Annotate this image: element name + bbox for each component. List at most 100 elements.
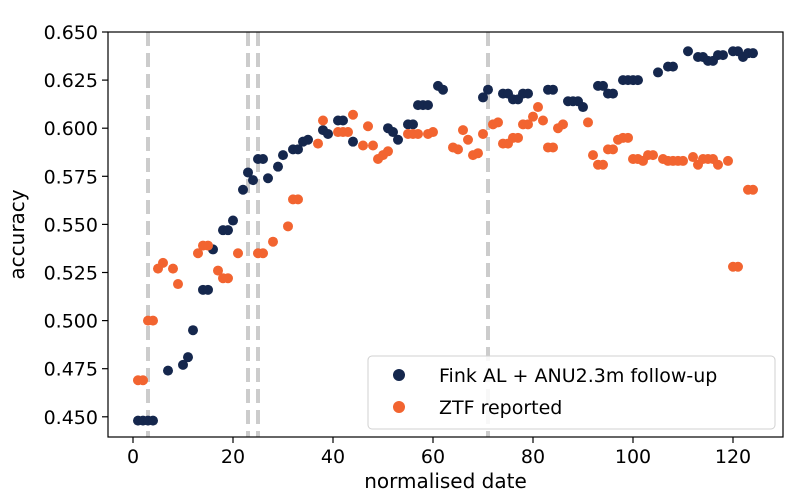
y-tick-label: 0.475 [44,359,98,381]
fink-point-12 [223,225,233,236]
ztf-point-35 [413,128,423,139]
ztf-point-28 [363,121,373,132]
legend-marker-fink [393,369,405,381]
ztf-point-7 [173,279,183,290]
data-points [133,46,758,426]
y-axis-label: accuracy [5,189,29,279]
fink-point-40 [438,84,448,95]
fink-point-14 [238,184,248,195]
fink-point-72 [718,50,728,61]
fink-point-30 [348,136,358,147]
y-tick-label: 0.575 [44,166,98,188]
y-tick-label: 0.650 [44,22,98,44]
fink-point-63 [653,67,663,78]
ztf-point-44 [478,128,488,139]
ztf-point-5 [158,257,168,268]
fink-point-27 [323,128,333,139]
legend-label-ztf: ZTF reported [439,397,562,419]
fink-point-3 [148,415,158,426]
legend-marker-ztf [393,401,405,413]
ztf-point-13 [223,273,233,284]
x-axis-ticks: 0 20 40 60 80 100 120 [127,437,751,468]
y-axis-ticks: 0.450 0.475 0.500 0.525 0.550 0.575 0.600 0.625… [44,22,108,429]
fink-point-13 [228,215,238,226]
y-tick-label: 0.500 [44,311,98,333]
fink-point-38 [423,100,433,111]
ztf-point-37 [428,127,438,138]
legend-label-fink: Fink AL + ANU2.3m follow-up [439,365,717,387]
fink-point-33 [393,134,403,145]
x-tick-label: 0 [127,446,139,468]
fink-point-32 [388,127,398,138]
ztf-point-14 [233,248,243,259]
ztf-point-52 [523,119,533,130]
ztf-point-39 [453,144,463,155]
ztf-point-27 [358,140,368,151]
x-axis-label: normalised date [364,469,527,493]
ztf-point-3 [148,315,158,326]
ztf-point-26 [348,109,358,120]
fink-point-35 [408,119,418,130]
ztf-point-16 [258,248,268,259]
ztf-point-89 [748,184,758,195]
fink-point-20 [273,161,283,172]
ztf-point-22 [318,115,328,126]
fink-point-66 [683,46,693,57]
y-tick-label: 0.600 [44,118,98,140]
ztf-point-57 [548,142,558,153]
y-tick-label: 0.550 [44,214,98,236]
x-tick-label: 80 [521,446,545,468]
fink-point-16 [248,175,258,186]
x-tick-label: 20 [221,446,245,468]
ztf-point-53 [528,111,538,122]
fink-point-42 [483,84,493,95]
fink-point-7 [188,325,198,336]
ztf-point-11 [213,265,223,276]
ztf-point-18 [283,221,293,232]
ztf-point-79 [688,152,698,163]
plot-frame [107,31,784,438]
ztf-point-41 [463,134,473,145]
fink-point-25 [303,134,313,145]
ztf-point-85 [723,155,733,166]
fink-point-77 [748,48,758,59]
fink-point-54 [578,102,588,113]
fink-point-5 [178,359,188,370]
fink-point-48 [523,88,533,99]
fink-point-41 [478,92,488,103]
fink-point-15 [243,167,253,178]
x-tick-label: 60 [421,446,445,468]
fink-point-19 [263,173,273,184]
ztf-point-54 [533,102,543,113]
ztf-point-65 [608,144,618,155]
ztf-point-55 [538,115,548,126]
fink-point-65 [668,61,678,72]
ztf-point-63 [598,159,608,170]
x-tick-label: 100 [615,446,651,468]
ztf-point-78 [678,155,688,166]
legend: Fink AL + ANU2.3m follow-up ZTF reported [367,355,776,430]
ztf-point-1 [138,375,148,386]
ztf-point-32 [383,146,393,157]
fink-point-9 [203,284,213,295]
ztf-point-84 [713,159,723,170]
fink-point-4 [163,365,173,376]
ztf-point-20 [293,194,303,205]
y-tick-label: 0.625 [44,70,98,92]
y-tick-label: 0.450 [44,407,98,429]
fink-point-18 [258,153,268,164]
y-tick-label: 0.525 [44,262,98,284]
ztf-point-87 [733,261,743,272]
x-tick-label: 40 [321,446,345,468]
ztf-point-60 [583,117,593,128]
ztf-point-50 [513,132,523,143]
ztf-point-43 [473,148,483,159]
ztf-point-29 [368,140,378,151]
ztf-point-40 [458,125,468,136]
legend-box [367,355,776,430]
ztf-point-10 [203,240,213,251]
ztf-point-25 [343,127,353,138]
ztf-point-59 [558,119,568,130]
fink-point-56 [598,80,608,91]
